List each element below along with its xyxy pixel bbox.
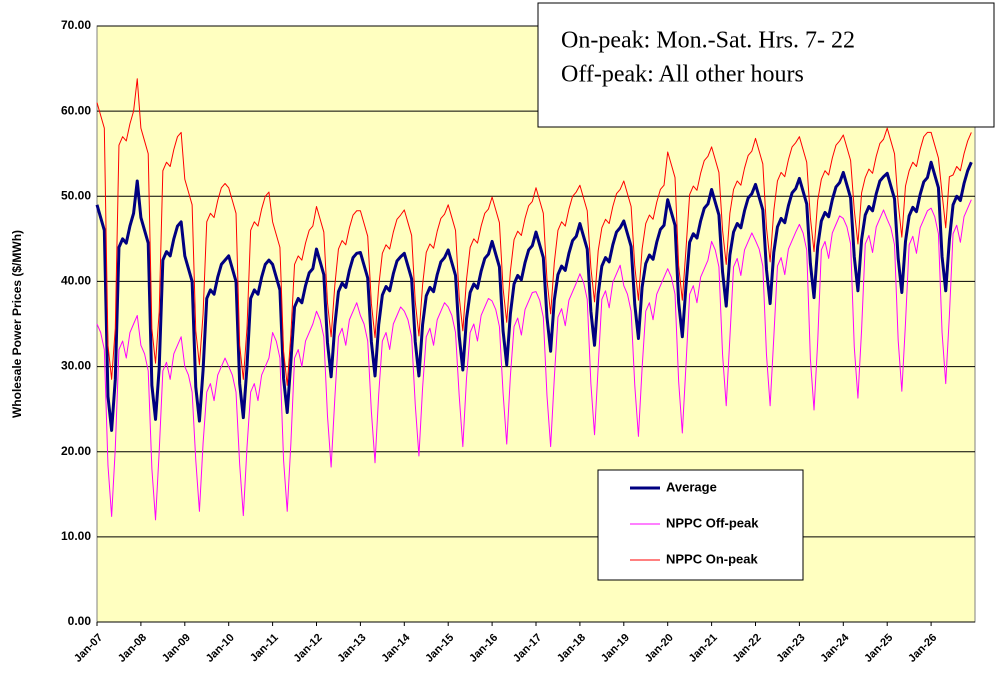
annotation: Off-peak: All other hours (561, 62, 804, 88)
legend-label: NPPC On-peak (666, 551, 759, 566)
x-tick-label: Jan-19 (599, 632, 632, 665)
x-tick-label: Jan-10 (204, 632, 237, 665)
series-line (95, 160, 973, 432)
x-tick-label: Jan-22 (731, 632, 764, 665)
y-tick-label: 20.00 (61, 444, 91, 458)
x-tick-label: Jan-17 (511, 632, 544, 665)
x-tick-label: Jan-18 (555, 632, 588, 665)
legend-label: NPPC Off-peak (666, 515, 759, 530)
y-tick-label: 0.00 (68, 614, 92, 628)
series-line (96, 78, 972, 386)
x-tick-label: Jan-11 (248, 632, 281, 665)
x-tick-label: Jan-13 (335, 632, 368, 665)
x-tick-label: Jan-09 (160, 632, 193, 665)
legend-label: Average (666, 479, 717, 494)
annotation: On-peak: Mon.-Sat. Hrs. 7- 22 (561, 28, 855, 54)
y-tick-label: 10.00 (61, 529, 91, 543)
x-tick-label: Jan-07 (72, 632, 105, 665)
x-tick-label: Jan-12 (292, 632, 325, 665)
x-tick-label: Jan-26 (906, 632, 939, 665)
x-tick-label: Jan-14 (379, 631, 413, 665)
y-tick-label: 60.00 (61, 103, 91, 117)
x-tick-label: Jan-08 (116, 632, 149, 665)
x-tick-label: Jan-21 (687, 632, 720, 665)
x-tick-label: Jan-23 (774, 632, 807, 665)
x-tick-label: Jan-25 (862, 632, 895, 665)
y-tick-label: 30.00 (61, 359, 91, 373)
series-line (96, 199, 972, 521)
y-tick-label: 70.00 (61, 18, 91, 32)
annotation-box (537, 2, 995, 128)
x-tick-label: Jan-16 (467, 632, 500, 665)
y-tick-label: 50.00 (61, 188, 91, 202)
x-tick-label: Jan-20 (643, 632, 676, 665)
x-tick-label: Jan-24 (818, 631, 852, 665)
x-tick-label: Jan-15 (423, 632, 456, 665)
y-tick-label: 40.00 (61, 274, 91, 288)
y-axis-title: Wholesale Power Prices ($/MWh) (10, 230, 24, 418)
